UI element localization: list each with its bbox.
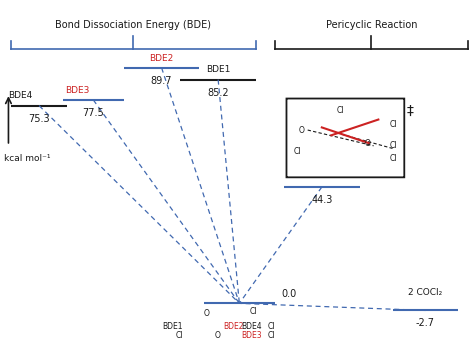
Text: O: O [203,309,210,318]
Text: Cl: Cl [268,331,275,340]
Text: ‡: ‡ [407,104,413,118]
Text: BDE1: BDE1 [206,65,230,74]
Text: O: O [298,126,304,134]
Text: 85.2: 85.2 [207,88,229,98]
Text: BDE3: BDE3 [65,86,90,95]
Text: Bond Dissociation Energy (BDE): Bond Dissociation Energy (BDE) [55,20,211,30]
Text: 89.7: 89.7 [151,76,173,86]
Text: O: O [215,331,220,340]
Text: Cl: Cl [390,120,397,129]
Text: O: O [364,139,370,148]
Text: BDE3: BDE3 [242,331,262,340]
Text: 75.3: 75.3 [28,113,50,124]
Text: BDE4: BDE4 [9,92,33,100]
Text: BDE1: BDE1 [162,322,183,331]
Text: BDE4: BDE4 [242,322,262,331]
Text: kcal mol⁻¹: kcal mol⁻¹ [4,154,50,163]
Text: Cl: Cl [337,106,345,115]
Text: 0.0: 0.0 [282,289,297,300]
Text: Cl: Cl [390,155,397,163]
Text: Cl: Cl [175,331,183,340]
Text: Cl: Cl [293,146,301,156]
Text: Cl: Cl [268,322,275,331]
Text: BDE2: BDE2 [223,322,243,331]
Text: -2.7: -2.7 [416,318,435,328]
Text: Cl: Cl [250,308,257,316]
Text: BDE2: BDE2 [149,54,174,63]
Text: Cl: Cl [390,141,397,150]
Text: Pericyclic Reaction: Pericyclic Reaction [326,20,417,30]
Text: 2 COCl₂: 2 COCl₂ [409,288,443,297]
Text: 44.3: 44.3 [311,195,332,205]
Text: 77.5: 77.5 [82,108,104,118]
